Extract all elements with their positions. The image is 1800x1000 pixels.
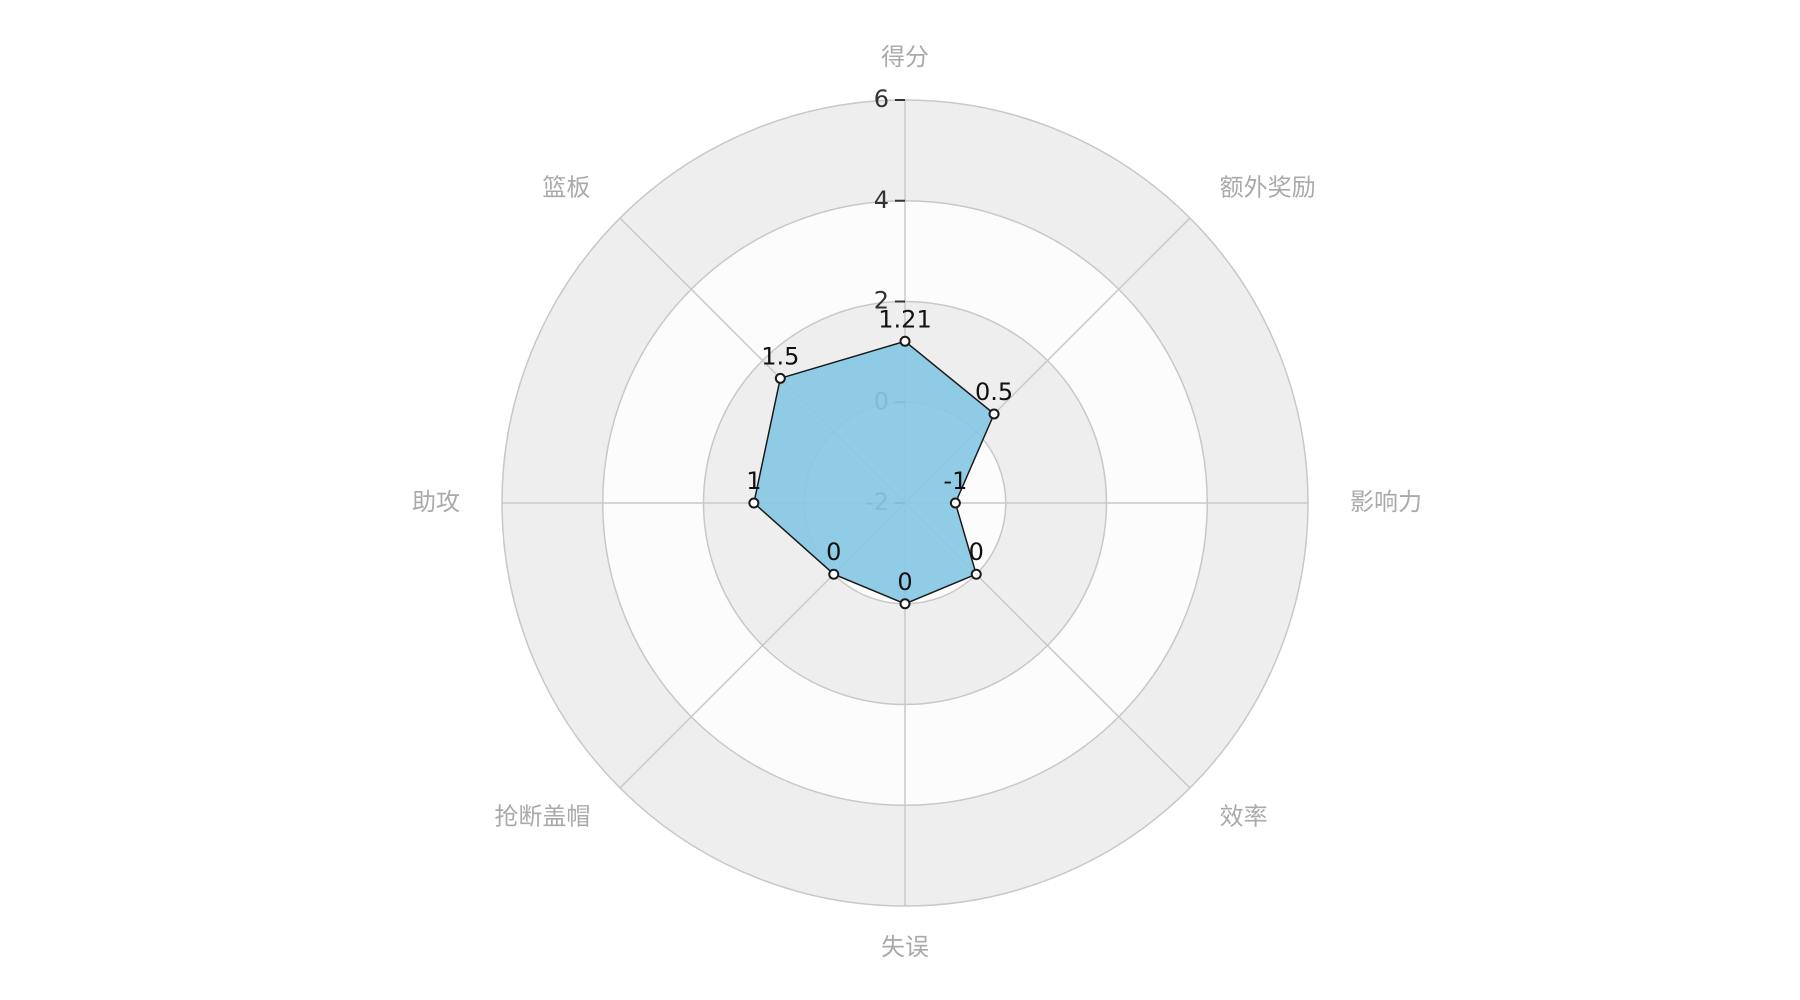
radar-point-3 <box>970 568 982 580</box>
value-label-7: 1.5 <box>761 342 799 370</box>
radar-point-2 <box>949 497 961 509</box>
indicator-name-4: 失误 <box>881 933 929 961</box>
indicator-name-1: 额外奖励 <box>1220 173 1316 201</box>
value-label-2: -1 <box>943 467 967 495</box>
indicator-name-6: 助攻 <box>412 488 460 516</box>
radar-point-0 <box>899 335 911 347</box>
value-label-5: 0 <box>826 538 841 566</box>
tick-label-4: 6 <box>874 85 889 113</box>
value-label-1: 0.5 <box>975 378 1013 406</box>
radar-point-1 <box>988 408 1000 420</box>
tick-label-3: 4 <box>874 186 889 214</box>
radar-point-7 <box>774 372 786 384</box>
radar-series-points <box>748 335 1000 610</box>
indicator-name-2: 影响力 <box>1350 488 1422 516</box>
tick-label-2: 2 <box>874 287 889 315</box>
value-label-3: 0 <box>969 538 984 566</box>
indicator-name-7: 篮板 <box>542 173 590 201</box>
radar-point-5 <box>828 568 840 580</box>
value-label-6: 1 <box>746 467 761 495</box>
indicator-name-0: 得分 <box>881 43 929 71</box>
indicator-name-5: 抢断盖帽 <box>494 803 590 831</box>
radar-value-labels: 1.21 0.5 -1 0 0 0 1 1.5 <box>746 305 1013 595</box>
radar-point-6 <box>748 497 760 509</box>
value-label-0: 1.21 <box>878 305 931 333</box>
value-label-4: 0 <box>897 568 912 596</box>
radar-point-4 <box>899 598 911 610</box>
indicator-name-3: 效率 <box>1220 803 1268 831</box>
